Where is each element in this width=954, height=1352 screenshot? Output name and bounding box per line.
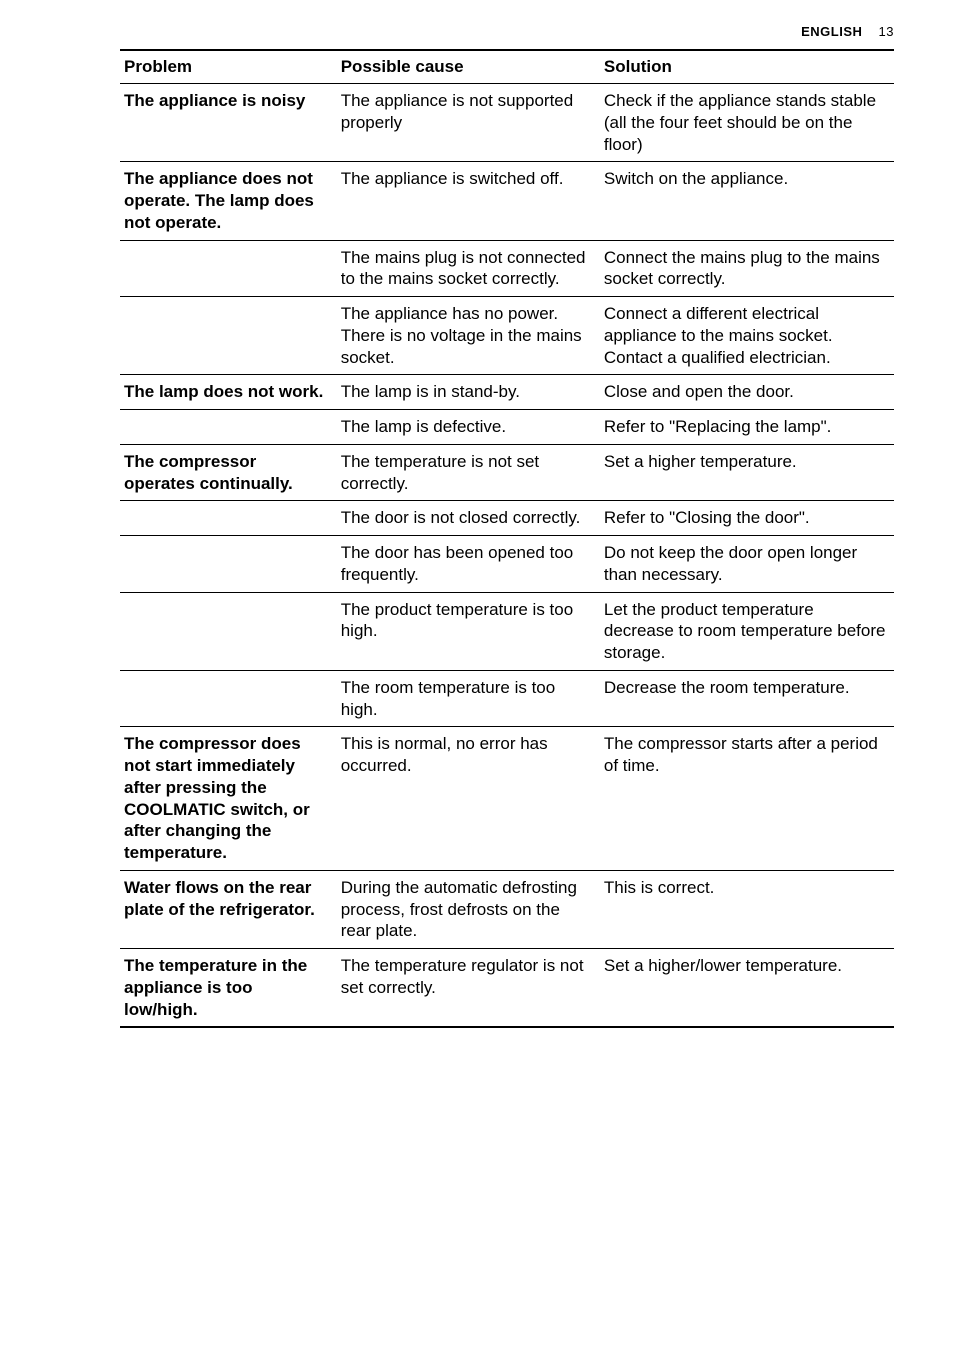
cell-cause: The appliance is switched off. (337, 162, 600, 240)
cell-problem: The appliance does not operate. The lamp… (120, 162, 337, 240)
table-row: The appliance is noisyThe appliance is n… (120, 84, 894, 162)
col-header-problem: Problem (120, 50, 337, 84)
cell-problem (120, 592, 337, 670)
cell-problem (120, 297, 337, 375)
cell-problem: The temperature in the appliance is too … (120, 949, 337, 1028)
cell-solution: Refer to "Replacing the lamp". (600, 410, 894, 445)
table-row: The lamp is defective.Refer to "Replacin… (120, 410, 894, 445)
cell-solution: Connect a different electrical appliance… (600, 297, 894, 375)
table-row: The door has been opened too frequently.… (120, 536, 894, 593)
cell-cause: The product temperature is too high. (337, 592, 600, 670)
troubleshooting-table: Problem Possible cause Solution The appl… (120, 49, 894, 1028)
cell-problem: The compressor operates continually. (120, 444, 337, 501)
cell-problem (120, 501, 337, 536)
table-row: The lamp does not work.The lamp is in st… (120, 375, 894, 410)
cell-cause: The temperature regulator is not set cor… (337, 949, 600, 1028)
cell-problem (120, 240, 337, 297)
cell-problem: Water flows on the rear plate of the ref… (120, 870, 337, 948)
cell-cause: The door has been opened too frequently. (337, 536, 600, 593)
cell-solution: The compressor starts after a period of … (600, 727, 894, 871)
cell-solution: Let the product temperature decrease to … (600, 592, 894, 670)
table-row: The product temperature is too high.Let … (120, 592, 894, 670)
cell-solution: Do not keep the door open longer than ne… (600, 536, 894, 593)
cell-cause: The mains plug is not connected to the m… (337, 240, 600, 297)
header-page-number: 13 (879, 24, 894, 39)
cell-cause: The appliance is not supported properly (337, 84, 600, 162)
cell-problem: The compressor does not start immediatel… (120, 727, 337, 871)
table-row: The temperature in the appliance is too … (120, 949, 894, 1028)
table-header-row: Problem Possible cause Solution (120, 50, 894, 84)
cell-cause: The door is not closed correctly. (337, 501, 600, 536)
cell-solution: Connect the mains plug to the mains sock… (600, 240, 894, 297)
table-row: The compressor does not start immediatel… (120, 727, 894, 871)
page-header: ENGLISH 13 (120, 24, 894, 49)
cell-solution: Set a higher/lower temperature. (600, 949, 894, 1028)
cell-cause: The appliance has no power. There is no … (337, 297, 600, 375)
table-row: The door is not closed correctly.Refer t… (120, 501, 894, 536)
table-row: The appliance does not operate. The lamp… (120, 162, 894, 240)
col-header-cause: Possible cause (337, 50, 600, 84)
cell-solution: Set a higher temperature. (600, 444, 894, 501)
cell-cause: The temperature is not set correctly. (337, 444, 600, 501)
table-body: The appliance is noisyThe appliance is n… (120, 84, 894, 1028)
table-row: The appliance has no power. There is no … (120, 297, 894, 375)
header-language: ENGLISH (801, 24, 862, 39)
table-row: The compressor operates continually.The … (120, 444, 894, 501)
cell-problem (120, 536, 337, 593)
cell-problem: The appliance is noisy (120, 84, 337, 162)
col-header-solution: Solution (600, 50, 894, 84)
cell-solution: Decrease the room temperature. (600, 670, 894, 727)
cell-problem (120, 410, 337, 445)
table-row: Water flows on the rear plate of the ref… (120, 870, 894, 948)
table-row: The room temperature is too high.Decreas… (120, 670, 894, 727)
cell-cause: This is normal, no error has occurred. (337, 727, 600, 871)
table-row: The mains plug is not connected to the m… (120, 240, 894, 297)
cell-solution: Switch on the appliance. (600, 162, 894, 240)
cell-solution: Check if the appliance stands stable (al… (600, 84, 894, 162)
cell-cause: The lamp is in stand-by. (337, 375, 600, 410)
cell-cause: The room temperature is too high. (337, 670, 600, 727)
cell-cause: The lamp is defective. (337, 410, 600, 445)
cell-solution: This is correct. (600, 870, 894, 948)
cell-solution: Refer to "Closing the door". (600, 501, 894, 536)
page: ENGLISH 13 Problem Possible cause Soluti… (0, 0, 954, 1068)
cell-problem (120, 670, 337, 727)
cell-problem: The lamp does not work. (120, 375, 337, 410)
cell-cause: During the automatic defrosting process,… (337, 870, 600, 948)
cell-solution: Close and open the door. (600, 375, 894, 410)
